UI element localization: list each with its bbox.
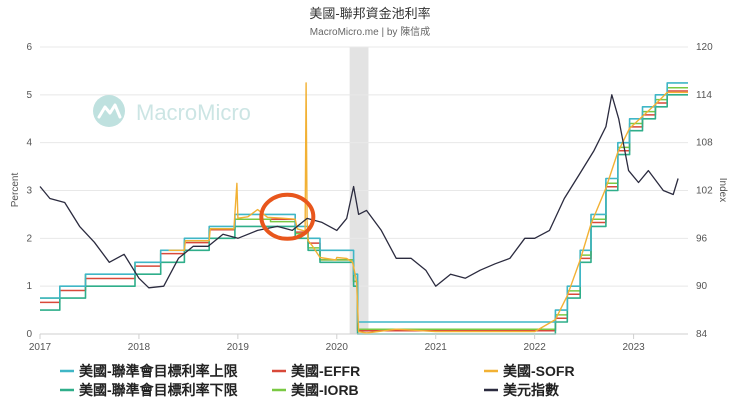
y-tick-label: 0 (26, 329, 32, 340)
y-tick-label: 2 (26, 233, 32, 244)
x-tick-label: 2023 (622, 342, 645, 353)
y-axis-title: Percent (10, 173, 21, 208)
legend-label-effr: 美國-EFFR (291, 363, 360, 379)
x-tick-label: 2019 (227, 342, 250, 353)
watermark: MacroMicro (93, 95, 251, 127)
y2-tick-label: 120 (696, 42, 713, 53)
y-tick-label: 5 (26, 90, 32, 101)
series-line-sofr (168, 82, 688, 334)
highlight-circle (259, 192, 316, 241)
y2-tick-label: 90 (696, 281, 708, 292)
legend-label-upper: 美國-聯準會目標利率上限 (79, 363, 238, 379)
y2-tick-label: 102 (696, 186, 713, 197)
y-tick-label: 6 (26, 42, 32, 53)
y2-tick-label: 108 (696, 138, 713, 149)
y2-tick-label: 84 (696, 329, 708, 340)
axes: 0 1 2 3 4 5 6 84 90 96 102 108 114 120 2017 2018 2019 202… (26, 42, 713, 353)
y2-tick-label: 96 (696, 233, 708, 244)
x-tick-label: 2020 (326, 342, 349, 353)
x-tick-label: 2018 (128, 342, 151, 353)
macromicro-logo-mark (97, 103, 122, 119)
chart-subtitle: MacroMicro.me | by 陳信成 (310, 26, 430, 38)
series-layer (39, 82, 688, 335)
y2-tick-label: 114 (696, 90, 712, 101)
legend-label-iorb: 美國-IORB (291, 382, 359, 398)
y-tick-label: 1 (26, 281, 32, 292)
x-tick-label: 2022 (524, 342, 547, 353)
y-tick-label: 4 (26, 138, 32, 149)
legend-label-sofr: 美國-SOFR (503, 363, 575, 379)
watermark-text: MacroMicro (136, 100, 251, 125)
annotation-layer (259, 192, 316, 241)
x-tick-label: 2017 (29, 342, 52, 353)
x-tick-label: 2021 (425, 342, 448, 353)
y2-axis-title: Index (717, 178, 728, 202)
legend-label-dxy: 美元指數 (503, 382, 559, 398)
legend: 美國-聯準會目標利率上限 美國-EFFR 美國-SOFR 美國-聯準會目標利率下限 美國… (60, 363, 575, 398)
chart-title: 美國-聯邦資金池利率 (309, 6, 430, 21)
series-line-dxy (39, 94, 679, 289)
y-tick-label: 3 (26, 186, 32, 197)
legend-label-lower: 美國-聯準會目標利率下限 (79, 382, 238, 398)
